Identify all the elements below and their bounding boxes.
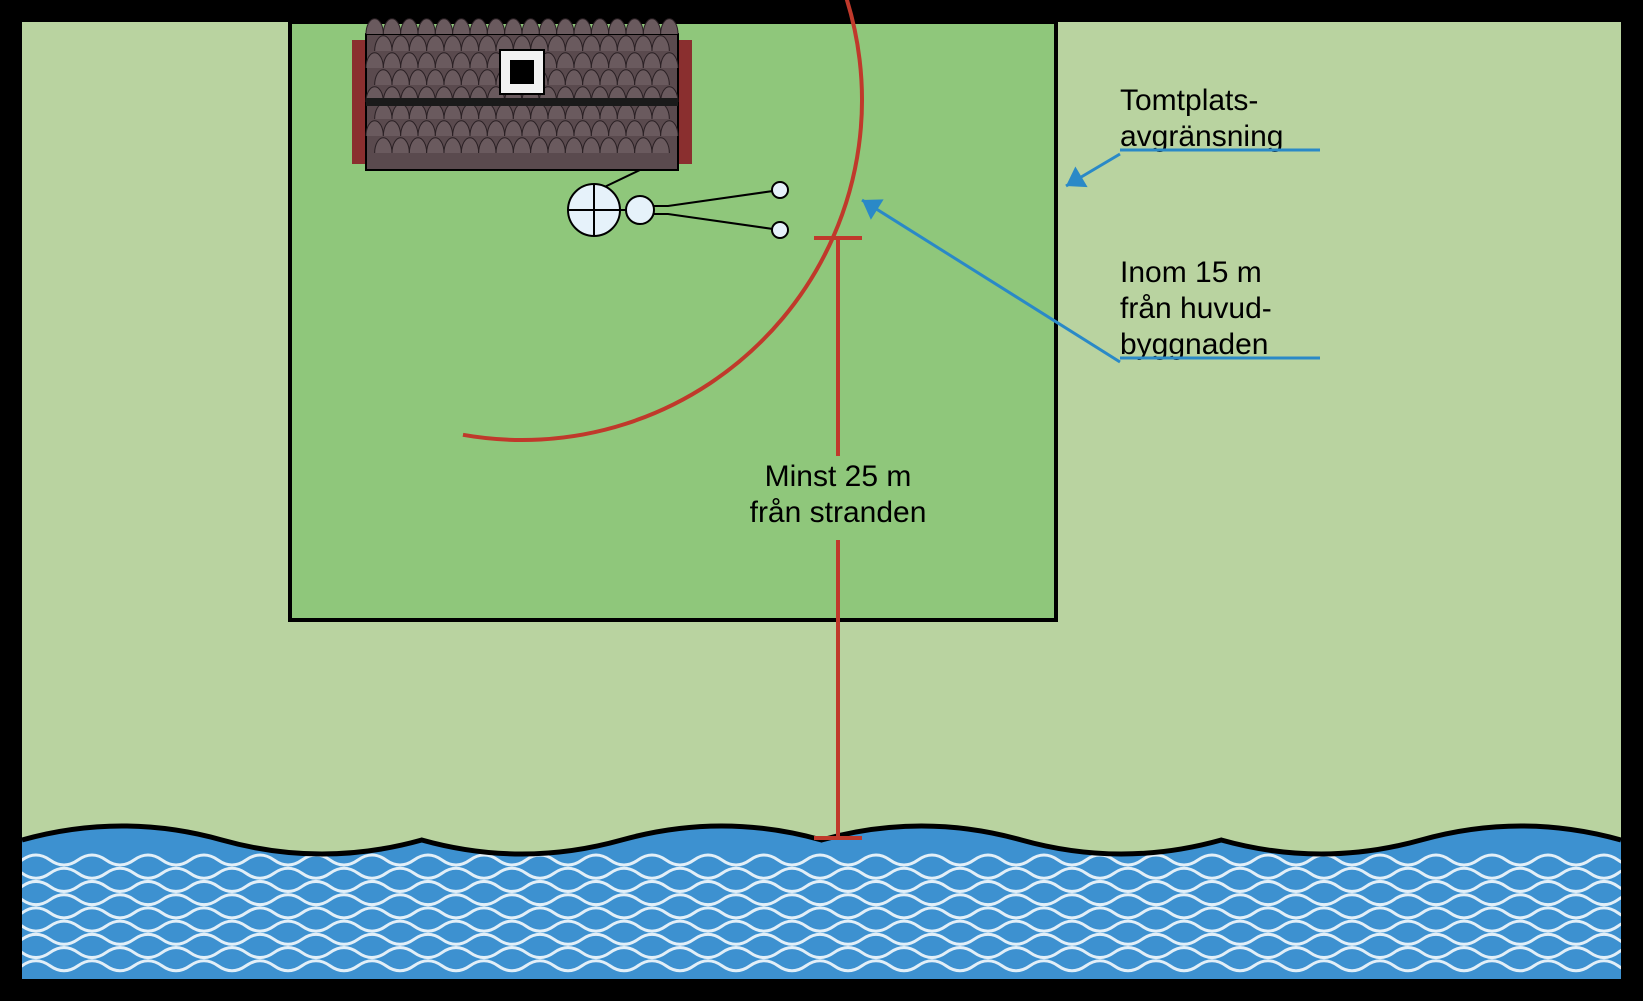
shore-distance-label: Minst 25 m: [765, 460, 912, 493]
plot-boundary-label: avgränsning: [1120, 120, 1283, 153]
plot-boundary-label: Tomtplats-: [1120, 84, 1258, 117]
within-15m-label: Inom 15 m: [1120, 256, 1262, 289]
shore-distance-label: från stranden: [750, 496, 927, 529]
house-icon: [352, 19, 692, 170]
within-15m-label: byggnaden: [1120, 328, 1268, 361]
within-15m-label: från huvud-: [1120, 292, 1272, 325]
